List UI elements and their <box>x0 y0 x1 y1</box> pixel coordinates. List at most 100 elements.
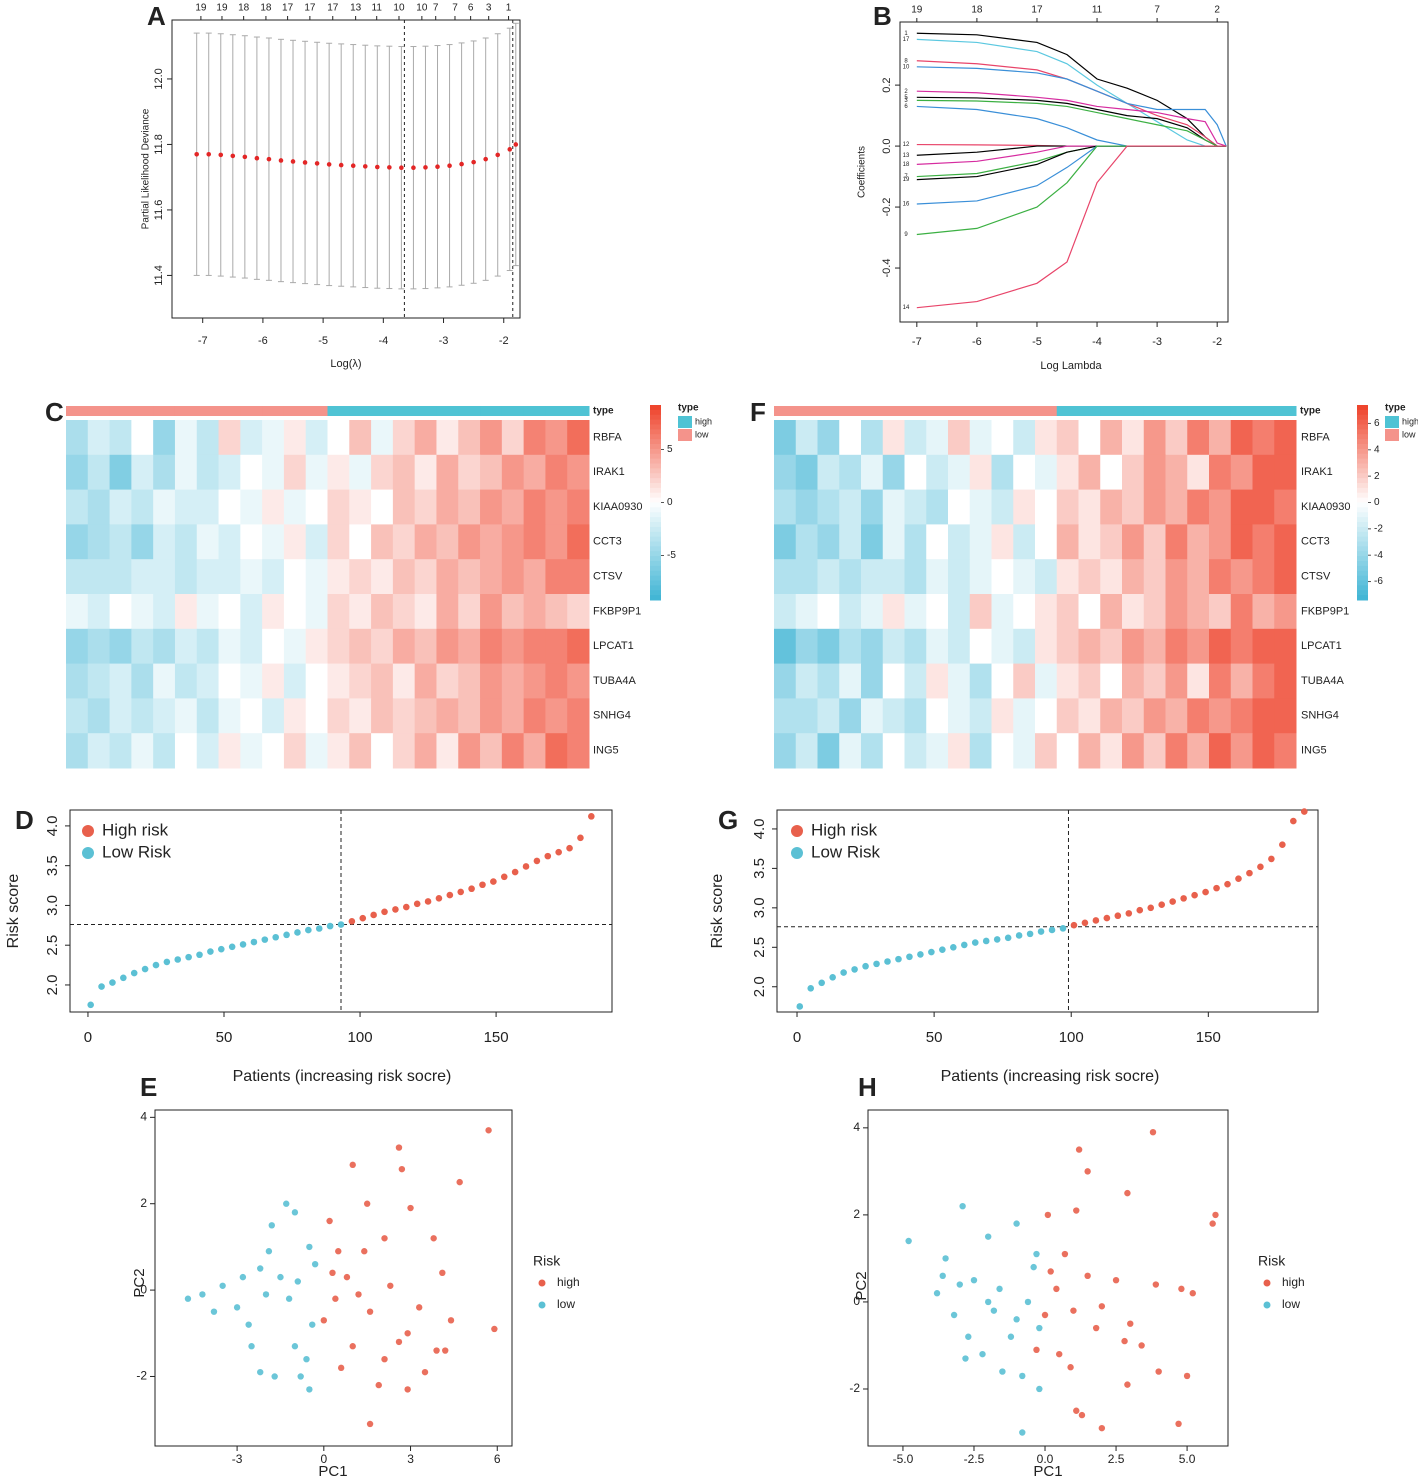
risk-point <box>1279 841 1286 849</box>
panel-letter: G <box>718 805 738 835</box>
mean-point <box>350 163 356 169</box>
heat-cell <box>218 454 241 491</box>
heat-cell <box>131 698 154 734</box>
heat-cell <box>327 524 350 560</box>
risk-point <box>185 953 192 961</box>
x-axis-label: Log(λ) <box>330 358 361 370</box>
pca-point <box>306 1386 313 1393</box>
mean-point <box>459 161 464 167</box>
heat-cell <box>1100 489 1123 525</box>
heat-cell <box>371 628 394 665</box>
heat-cell <box>414 594 437 630</box>
risk-point <box>555 848 562 856</box>
risk-point <box>1092 917 1100 924</box>
heat-cell <box>1143 489 1166 525</box>
top-tick-label: 7 <box>433 3 439 14</box>
legend-label: high <box>695 416 712 426</box>
colorbar-step <box>1357 561 1368 567</box>
heat-cell <box>817 628 840 665</box>
risk-point <box>435 894 443 902</box>
heat-cell <box>839 524 862 560</box>
colorbar-step <box>650 483 661 489</box>
heat-cell <box>174 420 198 456</box>
heat-cell <box>1187 524 1210 560</box>
heat-cell <box>66 489 89 525</box>
risk-point <box>163 958 171 966</box>
heat-cell <box>1100 594 1123 630</box>
path-label: 10 <box>903 64 910 70</box>
heat-cell <box>501 489 525 525</box>
risk-point <box>392 906 399 913</box>
heat-cell <box>1056 420 1079 456</box>
heat-cell <box>926 663 949 699</box>
legend-marker <box>791 847 803 859</box>
heat-cell <box>66 559 89 595</box>
risk-point <box>1037 928 1045 935</box>
colorbar-step <box>1357 546 1368 552</box>
colorbar-step <box>1357 512 1368 518</box>
heat-cell <box>948 559 971 595</box>
annotation-cell <box>1165 406 1188 416</box>
heat-cell <box>861 663 884 699</box>
heat-cell <box>1122 454 1145 491</box>
colorbar-step <box>1357 585 1368 591</box>
risk-point <box>982 937 990 945</box>
heat-cell <box>817 489 840 525</box>
heat-cell <box>1078 454 1101 491</box>
heat-cell <box>882 489 905 525</box>
y-axis-label: PC2 <box>131 1268 148 1297</box>
heat-cell <box>839 628 862 665</box>
mean-point <box>423 165 428 170</box>
plot-frame <box>154 1109 513 1447</box>
mean-point <box>411 165 416 170</box>
heat-cell <box>240 420 263 456</box>
colorbar-step <box>1357 522 1368 528</box>
annotation-cell <box>283 406 307 416</box>
heat-cell <box>1187 733 1210 769</box>
risk-point <box>873 960 880 968</box>
risk-point <box>884 958 891 965</box>
heat-cell <box>1187 489 1210 525</box>
panel-letter: E <box>140 1072 157 1102</box>
heat-cell <box>882 454 905 491</box>
colorbar-step <box>1357 487 1368 494</box>
heat-cell <box>991 594 1014 630</box>
risk-point <box>993 936 1001 943</box>
path-label: 1 <box>904 31 908 37</box>
heat-cell <box>240 524 263 560</box>
heat-cell <box>240 698 263 734</box>
mean-point <box>242 154 248 160</box>
top-tick-label: 10 <box>416 3 428 14</box>
heat-cell <box>774 559 797 595</box>
heat-cell <box>87 454 111 491</box>
colorbar-step <box>1357 595 1368 601</box>
heat-cell <box>567 559 590 595</box>
y-tick-label: 0 <box>853 1294 860 1308</box>
heat-cell <box>1122 420 1145 456</box>
heat-cell <box>1078 420 1101 456</box>
coef-path <box>916 145 1227 205</box>
path-label: 8 <box>904 58 908 64</box>
pca-point <box>979 1350 986 1358</box>
heat-cell <box>969 594 992 630</box>
heat-cell <box>262 698 285 734</box>
top-tick-label: 17 <box>304 3 316 14</box>
heat-cell <box>1230 663 1253 699</box>
heat-cell <box>87 663 111 699</box>
heat-cell <box>523 420 546 456</box>
heat-cell <box>240 489 263 525</box>
heat-cell <box>567 698 590 734</box>
annotation-cell <box>882 406 905 416</box>
heat-cell <box>882 628 905 665</box>
heat-cell <box>991 454 1014 491</box>
pca-point <box>447 1317 455 1324</box>
heat-cell <box>1252 489 1275 525</box>
y-tick-label: 2.5 <box>44 935 61 956</box>
heat-cell <box>774 663 797 699</box>
legend-label: Low Risk <box>102 842 171 861</box>
heat-cell <box>926 454 949 491</box>
annotation-cell <box>87 406 111 416</box>
heat-cell <box>174 663 198 699</box>
x-tick-label: 100 <box>348 1029 373 1046</box>
colorbar-step <box>650 453 661 460</box>
